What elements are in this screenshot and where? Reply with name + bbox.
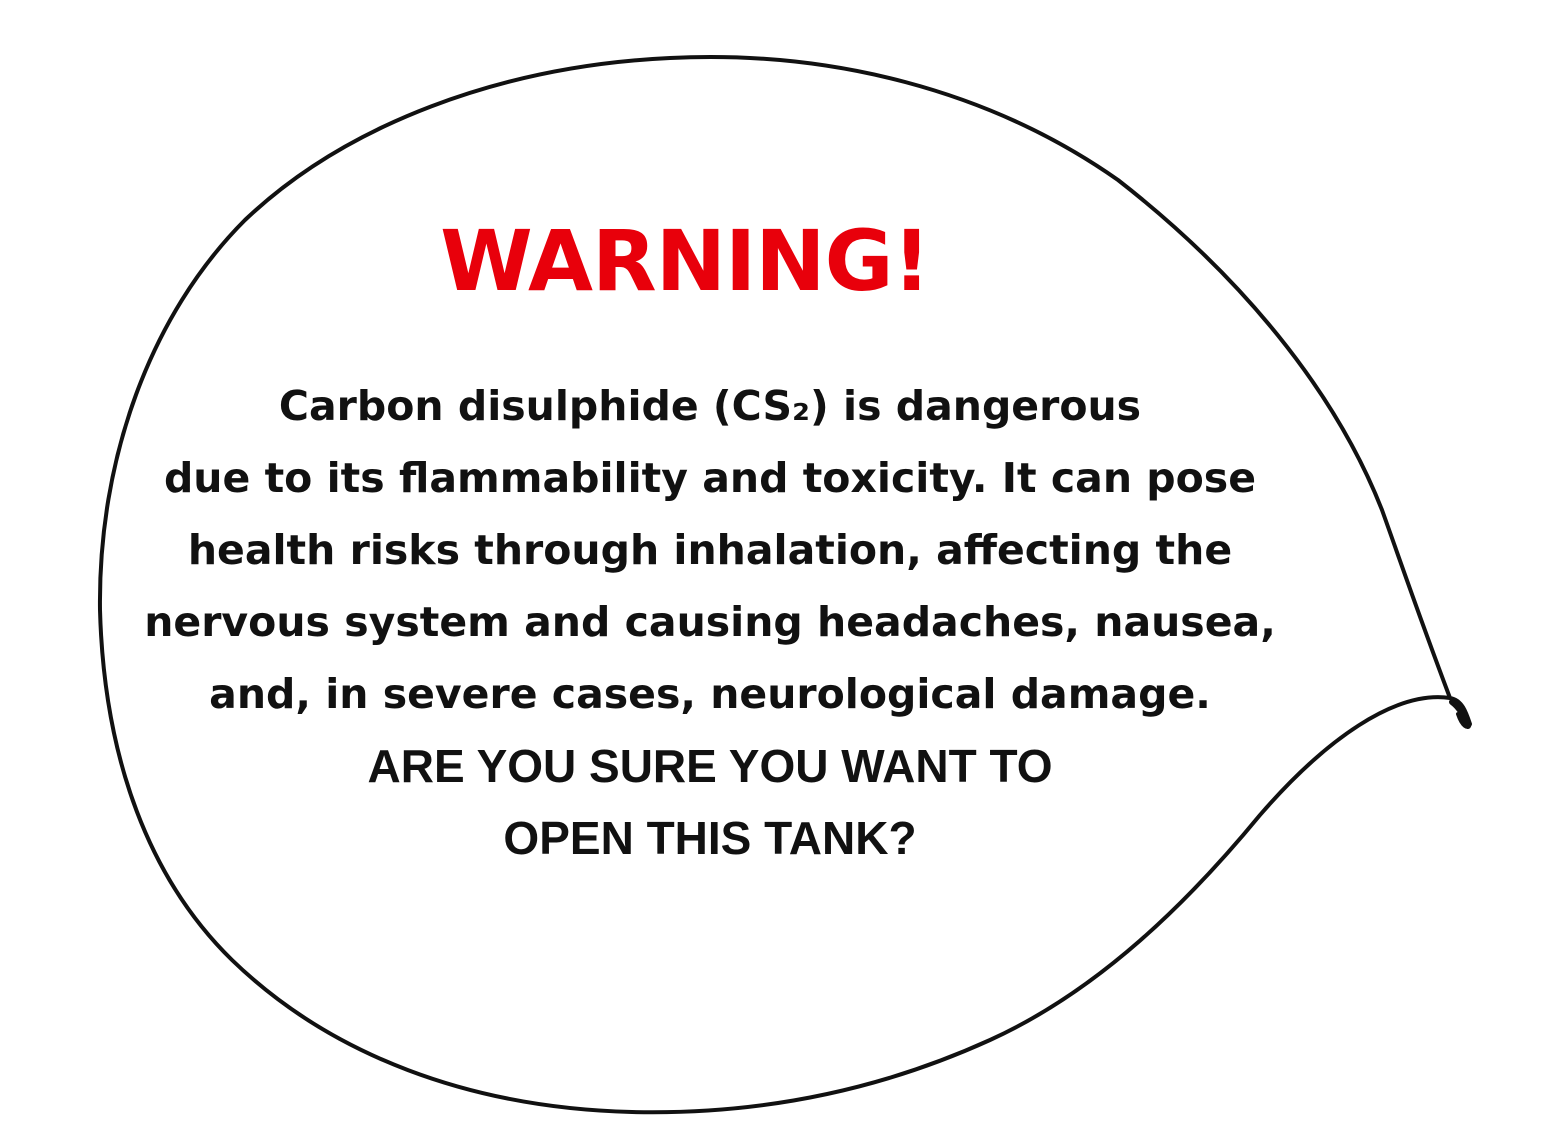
warning-title: WARNING! [440, 212, 931, 310]
message-line: due to its flammability and toxicity. It… [163, 454, 1257, 502]
warning-message: Carbon disulphide (CS₂) is dangerous due… [0, 370, 1420, 730]
message-line: and, in severe cases, neurological damag… [209, 670, 1211, 718]
confirmation-question: ARE YOU SURE YOU WANT TO OPEN THIS TANK? [0, 730, 1420, 874]
question-line: OPEN THIS TANK? [503, 812, 917, 864]
message-line: health risks through inhalation, affecti… [187, 526, 1233, 574]
message-line: Carbon disulphide (CS₂) is dangerous [278, 382, 1142, 430]
speech-bubble-outline [97, 55, 1472, 1115]
speech-bubble-tail-tip [1449, 699, 1471, 729]
question-line: ARE YOU SURE YOU WANT TO [367, 740, 1053, 792]
message-line: nervous system and causing headaches, na… [144, 598, 1276, 646]
